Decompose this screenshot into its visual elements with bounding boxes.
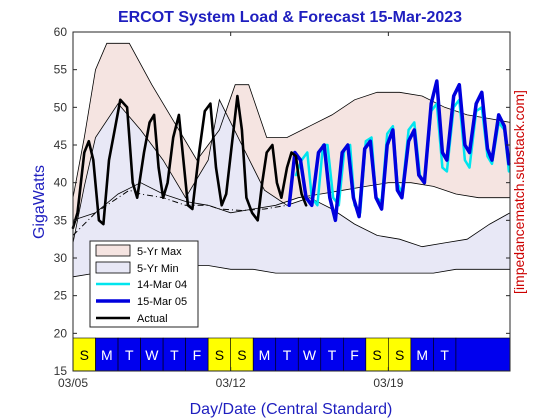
day-label: T <box>283 347 292 363</box>
y-tick-label: 30 <box>54 251 68 265</box>
x-tick-label: 03/12 <box>216 376 246 390</box>
day-label: T <box>440 347 449 363</box>
day-label: W <box>145 347 159 363</box>
5-yr-max-band <box>73 43 510 221</box>
day-label: M <box>259 347 271 363</box>
plot-frame <box>72 31 511 372</box>
day-label: T <box>170 347 179 363</box>
x-axis-ticks: 03/05 03/12 03/19 <box>58 32 404 390</box>
day-label: F <box>193 347 202 363</box>
right-side-credit: [impedancematch.substack.com] <box>511 90 527 294</box>
day-label: W <box>303 347 317 363</box>
y-tick-label: 55 <box>54 63 68 77</box>
y-axis-label: GigaWatts <box>31 165 48 239</box>
day-cell <box>455 337 511 372</box>
y-tick-label: 50 <box>54 100 68 114</box>
y-tick-label: 60 <box>54 25 68 39</box>
5-yr-max-average-line <box>72 189 288 236</box>
y-tick-label: 15 <box>54 364 68 378</box>
y-tick-label: 25 <box>54 289 68 303</box>
5-yr-max-upper-line <box>72 42 511 198</box>
actual-legend-label: Actual <box>137 313 168 325</box>
day-label: S <box>372 347 381 363</box>
day-label: M <box>101 347 113 363</box>
y-tick-label: 40 <box>54 176 68 190</box>
actual-series-line <box>71 94 308 230</box>
5-yr-max-legend-label: 5-Yr Max <box>137 246 182 258</box>
day-label: S <box>80 347 89 363</box>
5-yr-min-band <box>73 99 510 277</box>
legend: 5-Yr Max 5-Yr Min 14-Mar 04 15-Mar 05 Actual <box>89 240 199 328</box>
y-tick-label: 45 <box>54 138 68 152</box>
day-label: S <box>215 347 224 363</box>
day-label: M <box>416 347 428 363</box>
5-yr-max-legend-swatch <box>95 244 131 257</box>
line-layer <box>71 79 511 230</box>
x-tick-label: 03/05 <box>58 376 88 390</box>
day-label: T <box>125 347 134 363</box>
x-tick-label: 03/19 <box>373 376 403 390</box>
day-label: T <box>328 347 337 363</box>
x-axis-label: Day/Date (Central Standard) <box>190 401 393 418</box>
day-label: F <box>350 347 359 363</box>
y-axis-ticks: 15 20 25 30 35 40 45 50 55 60 <box>54 25 510 378</box>
y-tick-label: 35 <box>54 213 68 227</box>
14-mar-04-legend-label: 14-Mar 04 <box>137 279 187 291</box>
15-mar-05-series-line <box>287 79 511 223</box>
5-yr-min-legend-label: 5-Yr Min <box>137 263 179 275</box>
day-label: S <box>395 347 404 363</box>
band-layer <box>72 42 511 278</box>
chart-title: ERCOT System Load & Forecast 15-Mar-2023 <box>118 9 462 26</box>
5-yr-max-lower-line <box>72 182 510 221</box>
day-label: S <box>237 347 246 363</box>
y-tick-label: 20 <box>54 326 68 340</box>
15-mar-05-legend-label: 15-Mar 05 <box>137 296 187 308</box>
5-yr-min-legend-swatch <box>95 261 131 274</box>
5-yr-min-upper-line <box>72 98 511 248</box>
